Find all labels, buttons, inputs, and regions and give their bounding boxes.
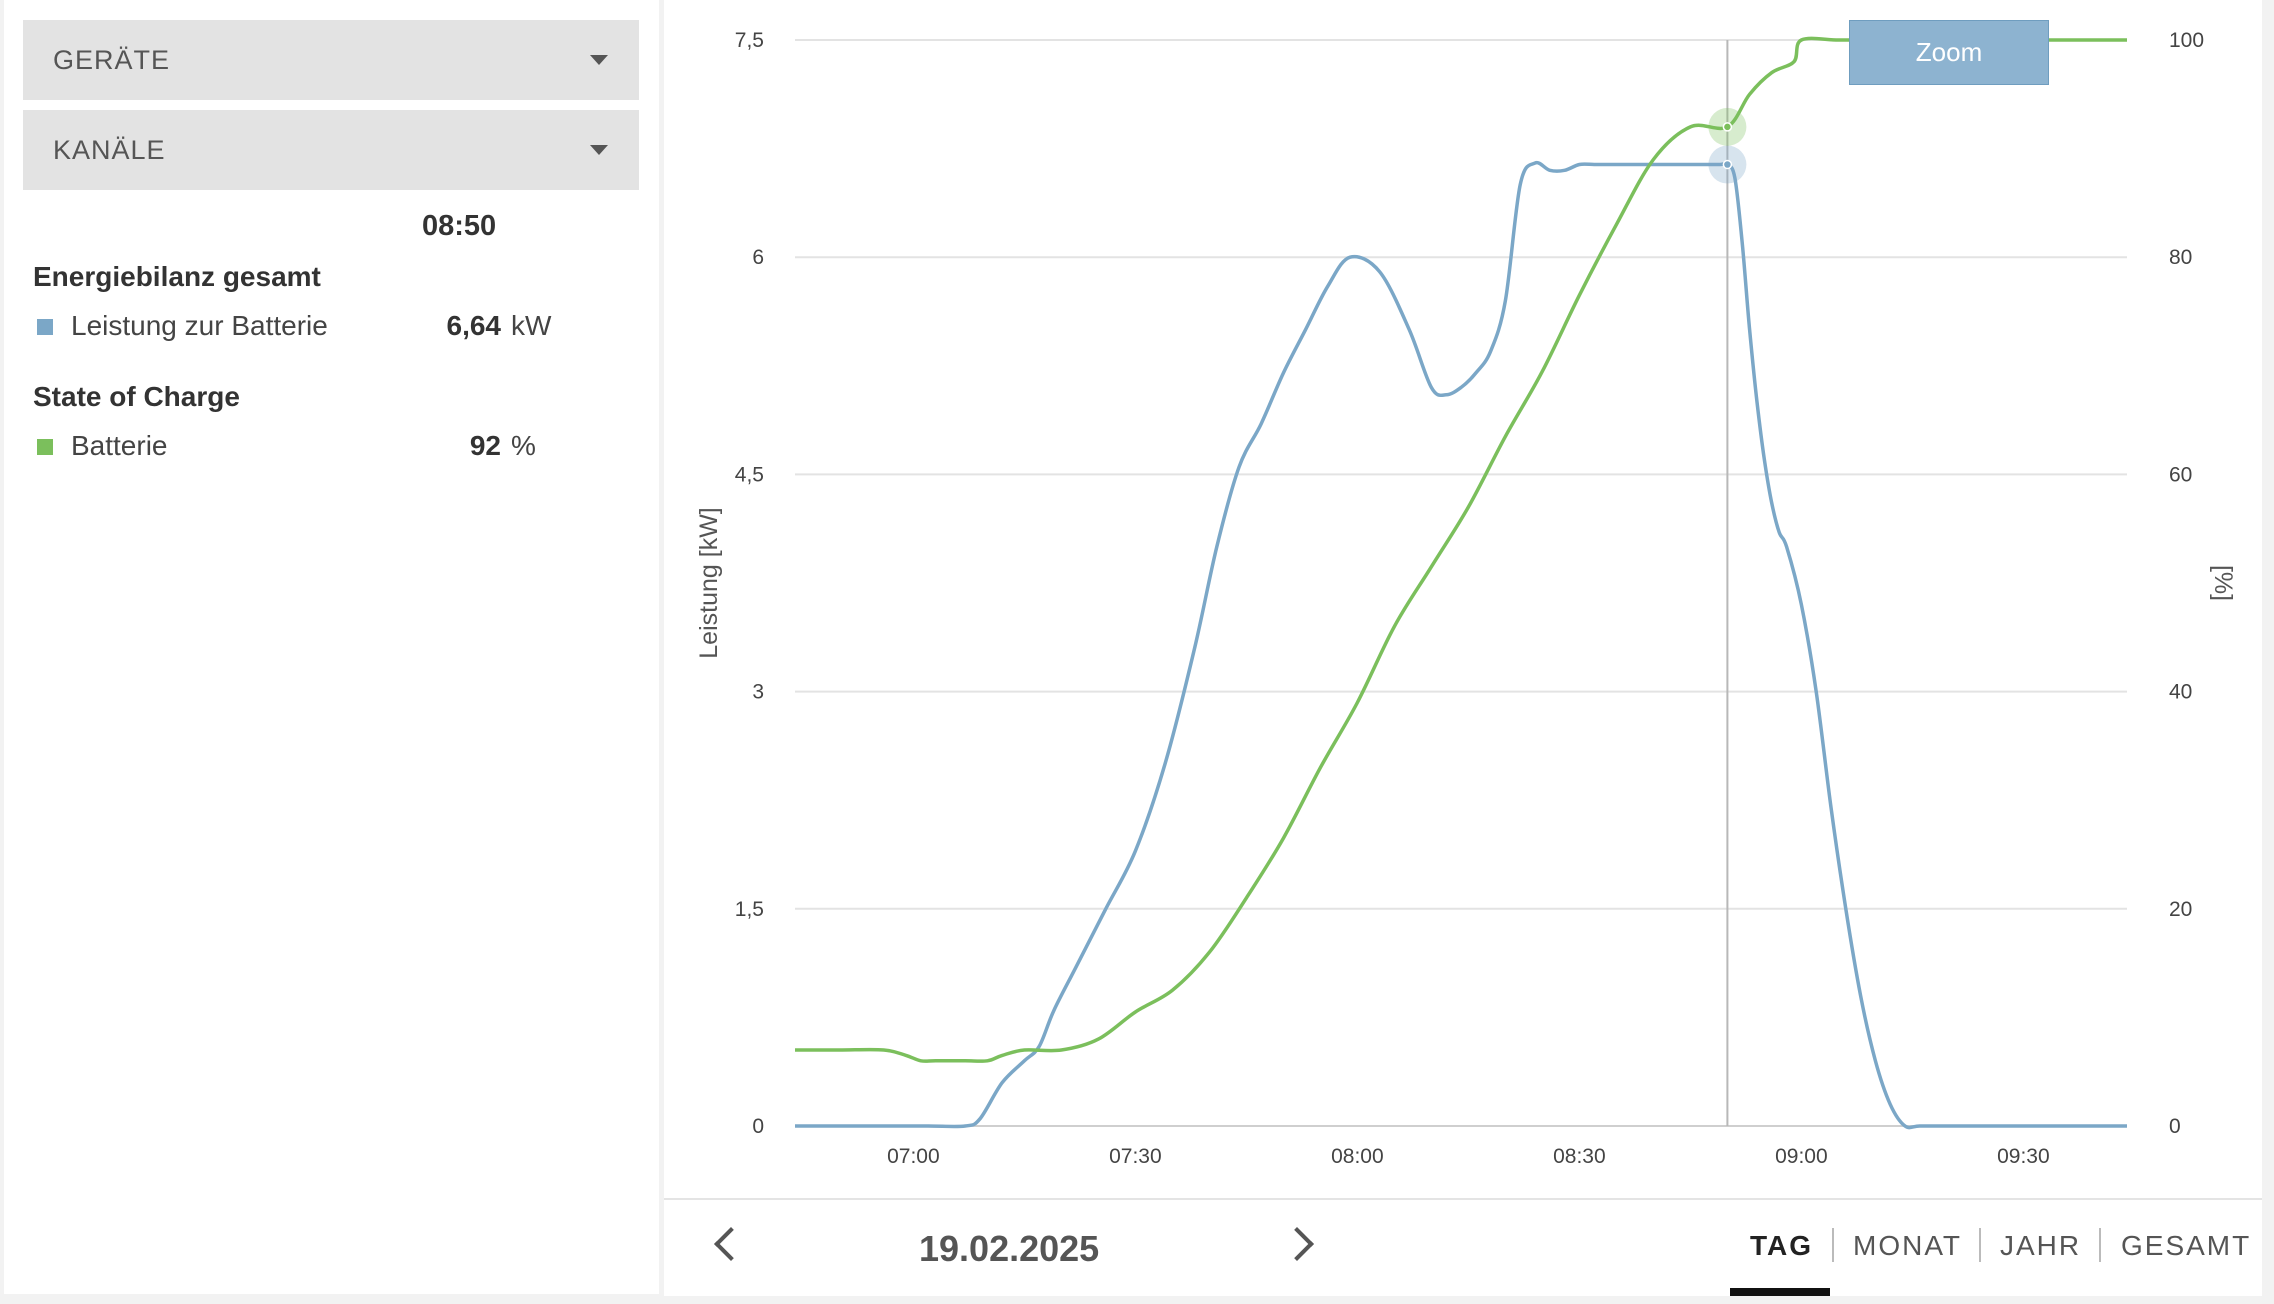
legend-item-name: Leistung zur Batterie <box>71 310 328 341</box>
y-left-tick-label: 6 <box>752 246 764 269</box>
y-left-tick-label: 0 <box>752 1115 764 1138</box>
hover-marker-point <box>1722 122 1733 132</box>
y-right-tick-label: 100 <box>2169 29 2204 52</box>
x-tick-label: 08:00 <box>1331 1145 1384 1168</box>
next-day-icon[interactable] <box>1280 1227 1314 1261</box>
current-date: 19.02.2025 <box>919 1228 1100 1269</box>
chevron-down-icon <box>590 55 608 65</box>
group-title-energy: Energiebilanz gesamt <box>33 261 321 292</box>
channel-panel: GERÄTE KANÄLE 08:50 Energiebilanz gesamt… <box>4 0 659 1294</box>
x-ticks: 07:00 07:30 08:00 08:30 09:00 09:30 <box>887 1145 2050 1168</box>
y-right-tick-label: 20 <box>2169 898 2192 921</box>
y-right-ticks: 0 20 40 60 80 100 <box>2169 29 2204 1138</box>
legend-item-unit: % <box>511 430 536 461</box>
hover-markers <box>1708 107 1747 184</box>
channels-dropdown[interactable]: KANÄLE <box>23 110 639 190</box>
series-line-batterie <box>795 36 2127 1063</box>
legend-item-value: 6,64 <box>446 310 502 341</box>
y-left-tick-label: 7,5 <box>735 29 764 52</box>
series-color-swatch <box>37 439 53 455</box>
zoom-reset-button[interactable]: Zoom zurücksetzen <box>1849 20 2049 130</box>
legend-item-name: Batterie <box>71 430 168 461</box>
y-right-tick-label: 60 <box>2169 463 2192 486</box>
x-tick-label: 09:30 <box>1997 1145 2050 1168</box>
previous-day-icon[interactable] <box>714 1227 748 1261</box>
chart-series <box>794 36 2127 1130</box>
tab-divider <box>2099 1228 2101 1262</box>
y-left-tick-label: 1,5 <box>735 898 764 921</box>
date-navigation-bar: 19.02.2025 TAG MONAT JAHR GESAMT <box>664 1198 2262 1296</box>
x-tick-label: 08:30 <box>1553 1145 1606 1168</box>
x-tick-label: 09:00 <box>1775 1145 1828 1168</box>
x-tick-label: 07:30 <box>1109 1145 1162 1168</box>
group-title-soc: State of Charge <box>33 381 240 412</box>
y-right-tick-label: 40 <box>2169 681 2192 704</box>
y-left-tick-label: 3 <box>752 681 764 704</box>
tab-tag[interactable]: TAG <box>1750 1230 1814 1261</box>
y-right-tick-label: 0 <box>2169 1115 2181 1138</box>
chart-gridlines <box>795 39 2127 1127</box>
y-left-axis-title: Leistung [kW] <box>695 507 723 658</box>
channels-dropdown-label: KANÄLE <box>53 135 166 165</box>
line-chart[interactable]: 0 1,5 3 4,5 6 7,5 0 20 40 60 80 100 07:00 07:30 08:0… <box>664 0 2262 1198</box>
tab-divider <box>1979 1228 1981 1262</box>
devices-dropdown-label: GERÄTE <box>53 45 171 75</box>
y-left-ticks: 0 1,5 3 4,5 6 7,5 <box>735 29 764 1138</box>
tab-gesamt[interactable]: GESAMT <box>2121 1230 2252 1261</box>
hover-marker-point <box>1722 159 1733 170</box>
y-left-tick-label: 4,5 <box>735 463 764 486</box>
legend-item-value: 92 <box>469 430 501 461</box>
active-tab-indicator <box>1730 1288 1830 1296</box>
chart-panel: 0 1,5 3 4,5 6 7,5 0 20 40 60 80 100 07:00 07:30 08:0… <box>664 0 2262 1296</box>
legend-item-power[interactable]: Leistung zur Batterie 6,64 kW <box>37 310 597 344</box>
series-line-leistung-zur-batterie <box>794 160 2127 1130</box>
legend-item-battery[interactable]: Batterie 92 % <box>37 430 597 464</box>
y-right-tick-label: 80 <box>2169 246 2192 269</box>
tab-divider <box>1832 1228 1834 1262</box>
tab-jahr[interactable]: JAHR <box>2000 1230 2082 1261</box>
y-right-axis-title: [%] <box>2209 565 2237 601</box>
x-tick-label: 07:00 <box>887 1145 940 1168</box>
chevron-down-icon <box>590 145 608 155</box>
selected-time: 08:50 <box>422 210 497 242</box>
tab-monat[interactable]: MONAT <box>1853 1230 1963 1261</box>
series-color-swatch <box>37 319 53 335</box>
devices-dropdown[interactable]: GERÄTE <box>23 20 639 100</box>
legend-item-unit: kW <box>511 310 552 341</box>
